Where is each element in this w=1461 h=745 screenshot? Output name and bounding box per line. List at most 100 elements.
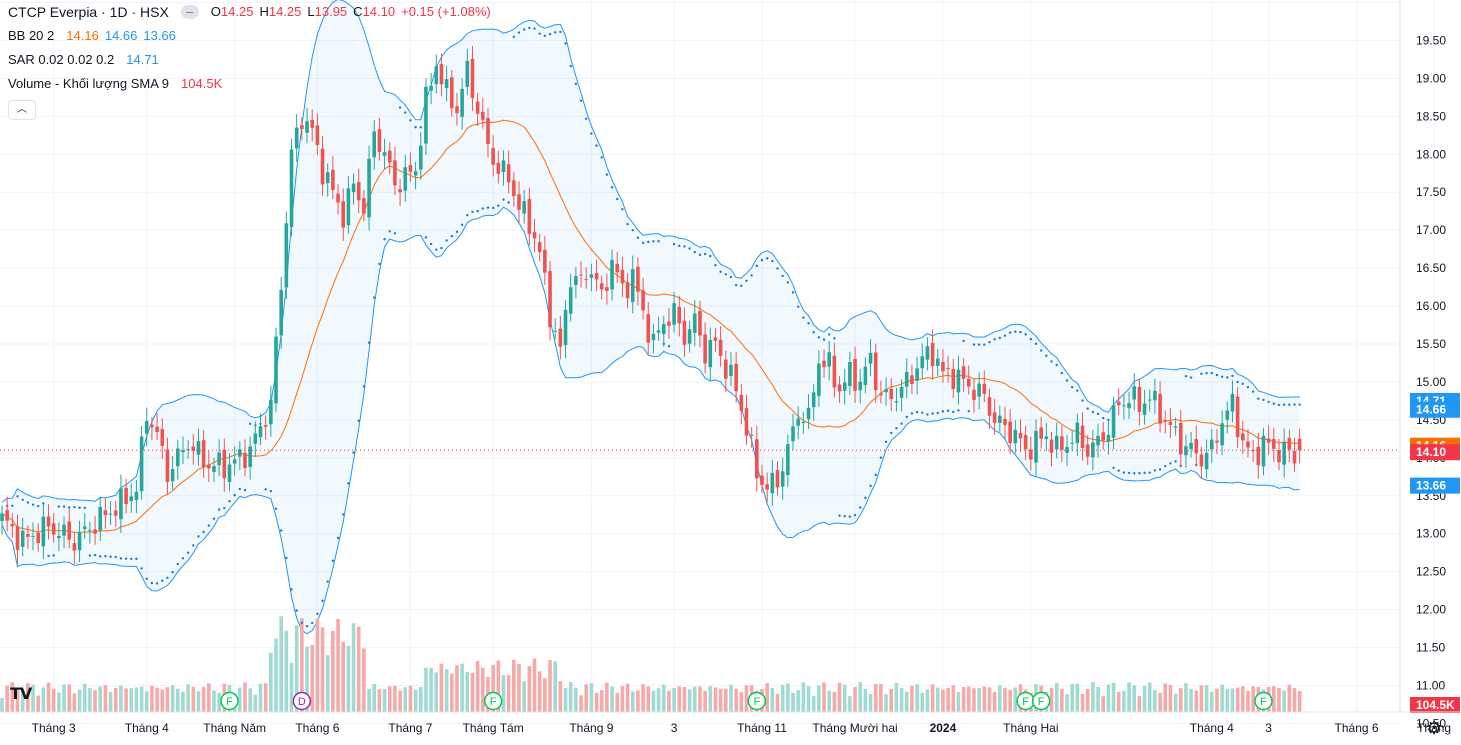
sar-dot — [269, 489, 273, 493]
gear-icon[interactable]: ⚙ — [1426, 718, 1443, 739]
sar-dot — [140, 567, 143, 570]
sar-dot — [31, 503, 35, 506]
sar-dot — [931, 412, 934, 415]
candle-body — [119, 488, 123, 520]
candle-body — [496, 162, 501, 174]
sar-dot — [1122, 471, 1126, 474]
sar-dot — [859, 506, 862, 509]
candle-body — [67, 521, 72, 540]
candle-body — [584, 279, 589, 281]
candle-body — [574, 276, 578, 286]
sar-dot — [884, 440, 888, 444]
sar-dot — [78, 506, 81, 509]
candle-body — [961, 366, 966, 379]
sar-dot — [807, 321, 810, 325]
volume-bar — [1122, 690, 1126, 712]
volume-bar — [320, 627, 325, 712]
sar-dot — [869, 484, 872, 488]
volume-bar — [144, 691, 149, 712]
price-tick-label: 12.50 — [1416, 565, 1446, 579]
sar-dot — [983, 343, 986, 346]
sar-dot — [569, 64, 572, 68]
volume-bar — [594, 692, 599, 712]
volume-bar — [1008, 689, 1012, 712]
volume-bar — [496, 660, 501, 712]
legend-volume-row[interactable]: Volume - Khối lượng SMA 9 104.5K — [8, 72, 491, 96]
candle-body — [1178, 422, 1183, 455]
candle-body — [568, 287, 573, 314]
volume-bar — [51, 688, 56, 712]
price-tick-label: 10.50 — [1416, 716, 1446, 730]
candle-body — [537, 242, 542, 252]
sar-dot — [502, 198, 505, 201]
volume-bar — [729, 684, 733, 712]
volume-bar — [822, 682, 826, 712]
candle-body — [1054, 435, 1059, 450]
legend-bb-row[interactable]: BB 20 2 14.16 14.66 13.66 — [8, 24, 491, 48]
candle-body — [113, 510, 118, 516]
candle-body — [393, 160, 397, 186]
tradingview-logo[interactable]: TV — [10, 684, 32, 703]
candle-body — [1023, 434, 1028, 450]
sar-dot — [1034, 342, 1038, 345]
time-tick-label: Tháng Hai — [1003, 721, 1058, 735]
plot-area — [0, 0, 1302, 712]
sar-dot — [207, 524, 210, 527]
volume-bar — [367, 688, 371, 712]
candle-body — [10, 524, 15, 527]
candle-body — [724, 359, 728, 379]
volume-bar — [444, 669, 449, 712]
candle-body — [170, 469, 175, 482]
volume-bar — [41, 687, 46, 712]
time-axis: Tháng 3 Tháng 4 Tháng Năm Tháng 6 Tháng 7 Thá… — [32, 721, 1451, 735]
candle-body — [341, 201, 346, 228]
sar-dot — [900, 422, 903, 425]
sar-dot — [1039, 349, 1043, 352]
candle-body — [946, 368, 950, 370]
volume-bar — [605, 682, 609, 712]
price-label: 14.66 — [1410, 401, 1460, 418]
candle-body — [465, 60, 470, 88]
sar-dot — [171, 570, 174, 574]
candle-body — [160, 429, 165, 446]
candle-body — [1184, 446, 1188, 456]
sar-dot — [848, 515, 852, 518]
event-marker: F — [1031, 691, 1051, 711]
candle-body — [703, 334, 707, 364]
sar-dot — [734, 283, 738, 287]
candle-body — [444, 79, 449, 89]
sar-dot — [1174, 460, 1177, 463]
candle-body — [1003, 418, 1007, 425]
volume-bar — [1106, 684, 1111, 712]
volume-bar — [553, 661, 557, 712]
candle-body — [413, 171, 418, 176]
volume-bar — [1127, 682, 1131, 712]
event-marker-letter: F — [226, 696, 233, 708]
candle-body — [1116, 401, 1121, 406]
collapse-legend-button[interactable]: ︿ — [8, 100, 36, 120]
sar-dot — [626, 222, 629, 226]
volume-bar — [982, 686, 987, 712]
candle-body — [5, 510, 9, 521]
candle-body — [1096, 435, 1100, 446]
sar-dot — [616, 197, 619, 201]
volume-bar — [248, 688, 252, 712]
candle-body — [512, 180, 516, 197]
symbol-title[interactable]: CTCP Everpia · 1D · HSX — [8, 4, 169, 20]
sar-dot — [719, 270, 722, 273]
legend-sar-row[interactable]: SAR 0.02 0.02 0.2 14.71 — [8, 48, 491, 72]
sar-dot — [755, 264, 759, 268]
candle-body — [15, 526, 20, 551]
visibility-toggle-icon[interactable]: – — [180, 5, 199, 19]
volume-bar — [512, 659, 516, 712]
candle-body — [987, 397, 992, 416]
sar-dot — [1200, 372, 1203, 376]
candle-body — [610, 260, 614, 290]
candle-body — [212, 466, 216, 472]
sar-dot — [729, 275, 733, 279]
sar-dot — [486, 206, 490, 209]
price-tick-label: 13.00 — [1416, 527, 1446, 541]
candle-body — [72, 543, 77, 551]
volume-bar — [1054, 682, 1059, 712]
